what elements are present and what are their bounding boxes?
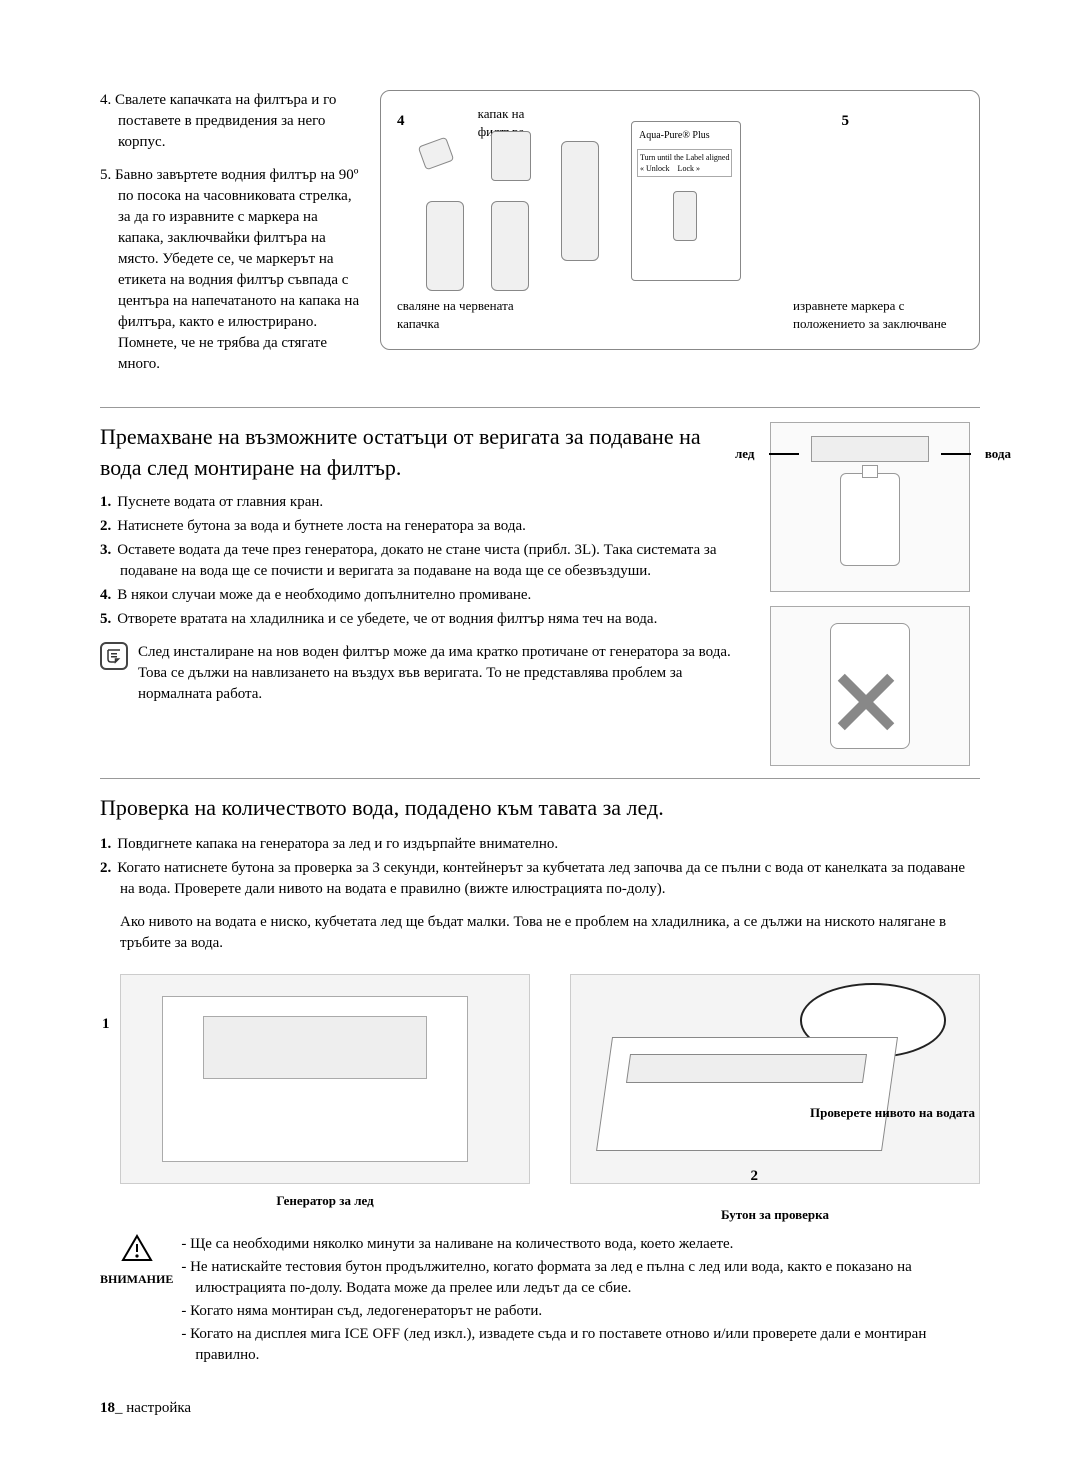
figure-number-2: 2 — [751, 1166, 759, 1187]
diagram-number-5: 5 — [842, 111, 850, 132]
step-text: Свалете капачката на филтъра и го постав… — [115, 92, 336, 150]
step-4: 4. Свалете капачката на филтъра и го пос… — [100, 90, 360, 153]
footer-section: настройка — [126, 1400, 191, 1416]
step-text-column: 4. Свалете капачката на филтъра и го пос… — [100, 90, 360, 387]
flush-section: Премахване на възможните остатъци от вер… — [100, 422, 980, 766]
caution-label: ВНИМАНИЕ — [100, 1271, 173, 1288]
step-text: Бавно завъртете водния филтър на 90º по … — [115, 167, 359, 372]
caution-item: - Не натискайте тестовия бутон продължит… — [181, 1257, 980, 1299]
note-icon — [100, 642, 128, 670]
check-step-2: 2.Когато натиснете бутона за проверка за… — [120, 858, 980, 900]
flush-step-4: 4.В някои случаи може да е необходимо до… — [120, 585, 740, 606]
diagram-label-align: изравнете маркера с положението за заклю… — [793, 297, 963, 333]
caution-block: ВНИМАНИЕ - Ще са необходими няколко мину… — [100, 1234, 980, 1368]
water-level-figure: 2 — [570, 974, 980, 1184]
divider — [100, 778, 980, 779]
diagram-number-4: 4 — [397, 111, 405, 132]
caution-icon — [121, 1234, 153, 1262]
flush-step-3: 3.Оставете водата да тече през генератор… — [120, 540, 740, 582]
step-5: 5. Бавно завъртете водния филтър на 90º … — [100, 165, 360, 375]
caution-item: - Когато на дисплея мига ICE OFF (лед из… — [181, 1324, 980, 1366]
flush-step-2: 2.Натиснете бутона за вода и бутнете лос… — [120, 516, 740, 537]
ice-maker-figure — [120, 974, 530, 1184]
caution-text: - Ще са необходими няколко минути за нал… — [181, 1234, 980, 1368]
flush-step-1: 1.Пуснете водата от главния кран. — [120, 492, 740, 513]
diagram-label-redcap: сваляне на червената капачка — [397, 297, 527, 333]
dispenser-label-ice: лед — [735, 445, 754, 463]
check-figures: 1 Генератор за лед 2 Проверете нивото на… — [120, 974, 980, 1224]
figure-caption-2: Бутон за проверка — [570, 1206, 980, 1224]
figure-label-level: Проверете нивото на водата — [810, 1104, 990, 1122]
diagram-lock-label: Turn until the Label aligned « Unlock Lo… — [637, 149, 732, 177]
cross-icon — [831, 667, 901, 737]
figure-number-1: 1 — [102, 1014, 110, 1035]
note-text: След инсталиране на нов воден филтър мож… — [138, 642, 740, 705]
filter-diagram: 4 5 капак на филтъра Aqua-Pure® Plus Tur… — [380, 90, 980, 350]
page-number: 18 — [100, 1400, 115, 1416]
filter-install-section: 4. Свалете капачката на филтъра и го пос… — [100, 90, 980, 387]
flush-step-5: 5.Отворете вратата на хладилника и се уб… — [120, 609, 740, 630]
step-number: 4. — [100, 92, 111, 108]
figure-caption-1: Генератор за лед — [120, 1192, 530, 1210]
page-footer: 18_ настройка — [100, 1398, 980, 1419]
check-water-section: Проверка на количеството вода, подадено … — [100, 793, 980, 1368]
diagram-brand: Aqua-Pure® Plus — [639, 129, 710, 143]
dispenser-label-water: вода — [985, 445, 1011, 463]
dispenser-figure: лед вода — [770, 422, 970, 592]
caution-item: - Ще са необходими няколко минути за нал… — [181, 1234, 980, 1255]
caution-item: - Когато няма монтиран съд, ледогенерато… — [181, 1301, 980, 1322]
check-step-1: 1.Повдигнете капака на генератора за лед… — [120, 834, 980, 855]
section-heading-check: Проверка на количеството вода, подадено … — [100, 793, 980, 824]
divider — [100, 407, 980, 408]
step-number: 5. — [100, 167, 111, 183]
check-step-2-extra: Ако нивото на водата е ниско, кубчетата … — [100, 912, 980, 954]
flush-figures: лед вода — [760, 422, 980, 766]
filter-no-figure — [770, 606, 970, 766]
note: След инсталиране на нов воден филтър мож… — [100, 642, 740, 705]
section-heading-flush: Премахване на възможните остатъци от вер… — [100, 422, 740, 484]
